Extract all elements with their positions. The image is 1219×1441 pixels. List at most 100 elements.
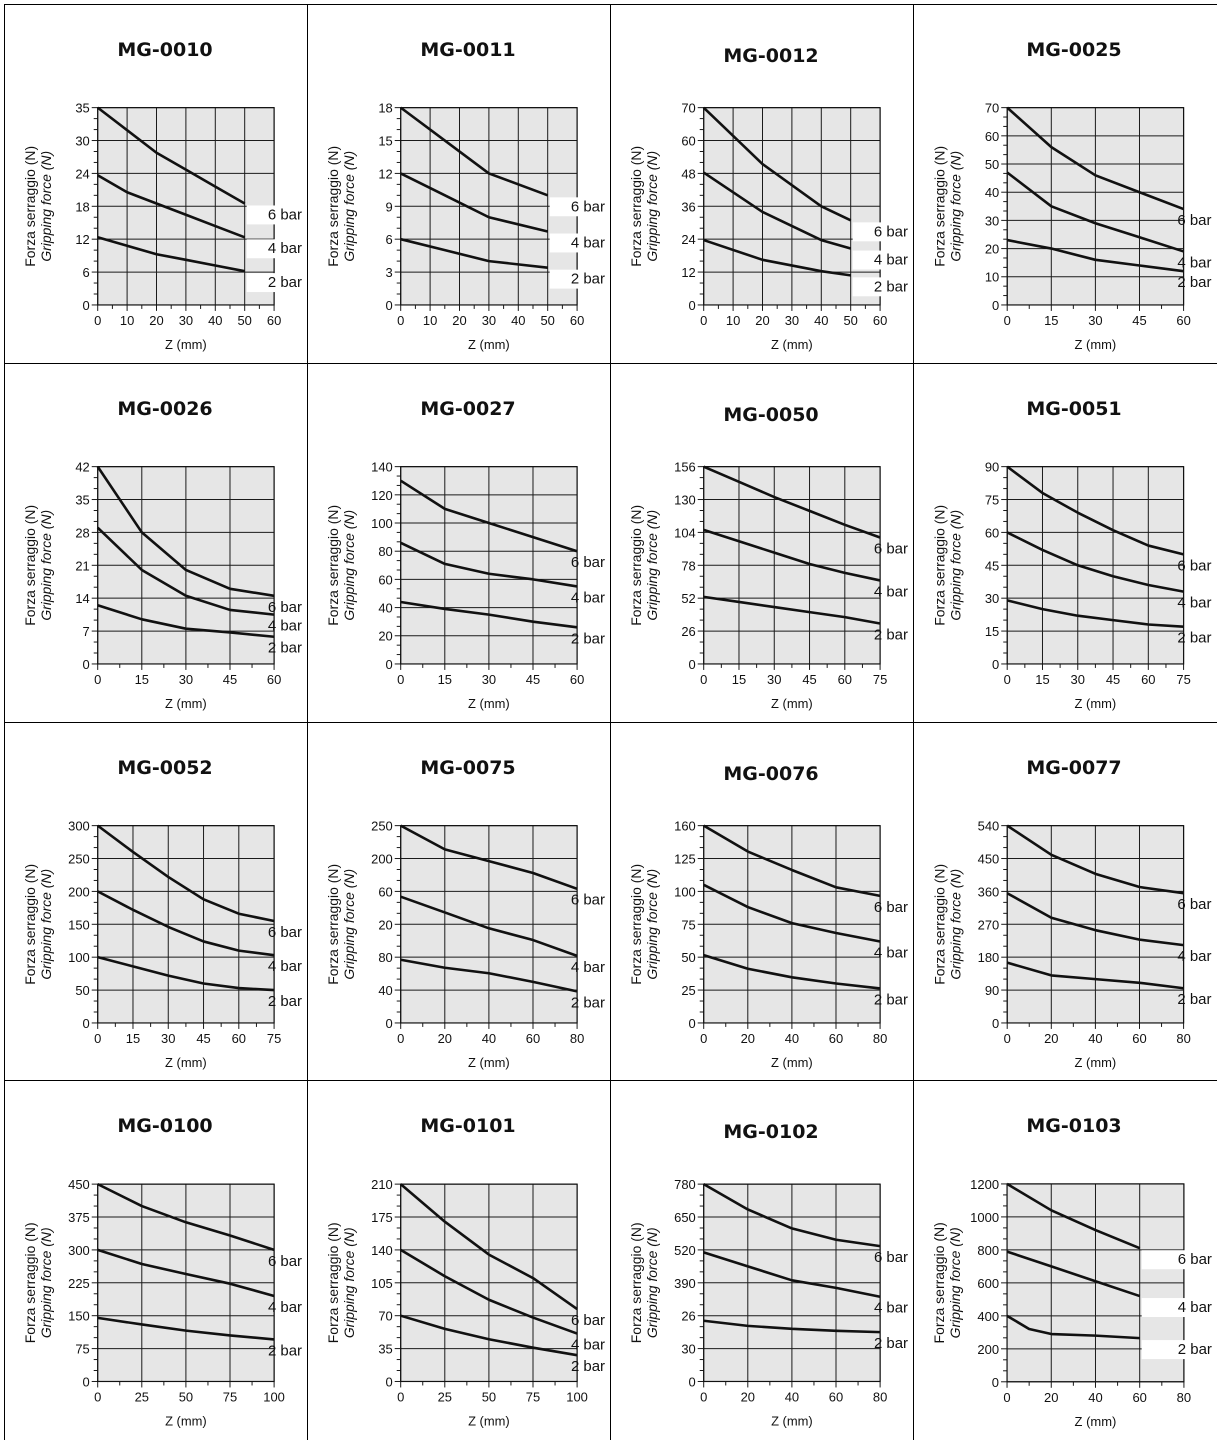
series-label: 4 bar — [268, 1299, 302, 1316]
x-axis-title: Z (mm) — [165, 337, 207, 352]
y-tick-label: 90 — [985, 983, 999, 998]
y-axis-title-english: Gripping force (N) — [947, 510, 963, 621]
series-label: 2 bar — [1177, 274, 1211, 291]
series-line-4-bar — [703, 528, 881, 582]
y-axis-title: Forza serraggio (N) — [22, 146, 38, 267]
series-line-2-bar — [400, 1314, 578, 1357]
y-axis-title-english: Gripping force (N) — [341, 1228, 357, 1339]
chart-cell: 0 10 20 30 40 50 60 0 3 6 9 12 15 18 6 bar 4 bar 2 bar Fo… — [308, 5, 611, 364]
series-label-bg — [549, 197, 596, 217]
x-tick-label: 80 — [1177, 1390, 1191, 1405]
y-tick-label: 26 — [681, 624, 695, 639]
x-tick-label: 20 — [1044, 1390, 1058, 1405]
series-line-6-bar — [702, 106, 852, 222]
chart-title: MG-0050 — [723, 403, 819, 426]
x-tick-label: 15 — [438, 672, 452, 687]
chart-svg: 0 10 20 30 40 50 60 0 12 24 36 48 60 70 6 bar 4 bar 2 ba… — [628, 101, 908, 352]
y-tick-label: 105 — [371, 1276, 393, 1291]
x-tick-label: 40 — [482, 1030, 496, 1045]
y-tick-label: 40 — [378, 600, 392, 615]
series-line-6-bar — [399, 1183, 578, 1311]
series-label-bg — [1185, 593, 1217, 613]
series-label-bg — [579, 588, 610, 608]
chart-cell: 0 20 40 60 80 0 25 50 75 100 125 160 6 bar 4 bar 2 bar… — [611, 722, 914, 1082]
charts-grid: 0 10 20 30 40 50 60 0 6 12 18 24 30 35 6 bar 4 bar 2 bar… — [4, 4, 1217, 1440]
series-label: 6 bar — [874, 1249, 908, 1266]
x-axis-title: Z (mm) — [468, 696, 510, 711]
y-tick-label: 0 — [386, 298, 393, 313]
series-label-bg — [579, 957, 610, 977]
x-tick-label: 30 — [1071, 672, 1085, 687]
y-tick-label: 650 — [674, 1210, 696, 1225]
y-tick-label: 60 — [378, 884, 392, 899]
x-tick-label: 10 — [120, 313, 134, 328]
x-tick-label: 75 — [526, 1390, 540, 1405]
series-label-bg — [1141, 1250, 1188, 1270]
y-tick-label: 0 — [689, 1375, 696, 1390]
x-tick-label: 25 — [438, 1390, 452, 1405]
x-tick-label: 60 — [838, 672, 852, 687]
x-tick-label: 45 — [196, 1030, 210, 1045]
chart-title: MG-0075 — [420, 756, 516, 779]
series-line-2-bar — [97, 1316, 275, 1341]
series-label-bg — [246, 205, 293, 225]
series-line-4-bar — [97, 889, 275, 956]
y-tick-label: 200 — [977, 1342, 999, 1357]
chart-cell: 0 10 20 30 40 50 60 0 12 24 36 48 60 70 6 bar 4 bar 2 ba… — [611, 5, 914, 364]
x-tick-label: 20 — [755, 313, 769, 328]
y-tick-label: 140 — [371, 1243, 393, 1258]
series-label: 6 bar — [874, 223, 908, 240]
series-line-4-bar — [1006, 171, 1184, 253]
series-label: 6 bar — [268, 1253, 302, 1270]
y-tick-label: 175 — [371, 1210, 393, 1225]
y-tick-label: 70 — [378, 1309, 392, 1324]
y-tick-label: 36 — [681, 199, 695, 214]
series-label-bg — [882, 539, 913, 559]
x-tick-label: 30 — [767, 672, 781, 687]
series-label-bg — [276, 638, 307, 658]
y-tick-label: 28 — [75, 525, 89, 540]
chart-cell: 0 15 30 45 60 0 20 40 60 80 100 120 140 6 bar 4 bar 2 b… — [308, 363, 611, 723]
series-label-bg — [579, 629, 610, 648]
y-tick-label: 100 — [674, 884, 696, 899]
y-axis-title-english: Gripping force (N) — [644, 1228, 660, 1339]
x-tick-label: 30 — [482, 672, 496, 687]
chart-svg: 0 20 40 60 80 0 30 26 390 520 650 780 6 bar 4 bar 2 ba… — [628, 1177, 913, 1429]
series-line-2-bar — [1006, 598, 1184, 628]
x-tick-label: 0 — [700, 1030, 707, 1045]
y-tick-label: 104 — [674, 525, 696, 540]
y-tick-label: 450 — [978, 851, 1000, 866]
y-tick-label: 75 — [985, 492, 999, 507]
series-label-bg — [852, 250, 899, 270]
x-axis-title: Z (mm) — [1075, 1414, 1117, 1429]
x-tick-label: 40 — [814, 313, 828, 328]
chart-svg: 0 10 20 30 40 50 60 0 3 6 9 12 15 18 6 bar 4 bar 2 bar Fo… — [325, 101, 605, 352]
y-tick-label: 6 — [83, 265, 90, 280]
chart-cell: 0 15 30 45 60 0 7 14 21 28 35 42 6 bar 4 bar 2 bar Forz… — [5, 363, 308, 723]
series-label: 4 bar — [268, 240, 302, 257]
series-line-6-bar — [703, 1183, 881, 1248]
series-label-bg — [882, 1334, 913, 1354]
x-tick-label: 0 — [94, 1030, 101, 1045]
y-tick-label: 78 — [681, 558, 695, 573]
series-label-bg — [276, 616, 307, 636]
series-label-bg — [276, 922, 307, 942]
series-label-bg — [1185, 211, 1217, 231]
y-tick-label: 270 — [978, 917, 1000, 932]
y-tick-label: 200 — [371, 851, 393, 866]
y-tick-label: 60 — [378, 572, 392, 587]
x-tick-label: 40 — [511, 313, 525, 328]
series-label: 6 bar — [268, 599, 302, 616]
y-tick-label: 15 — [378, 134, 392, 149]
x-tick-label: 0 — [1003, 1390, 1010, 1405]
series-label: 4 bar — [1178, 1299, 1212, 1316]
y-axis-title: Forza serraggio (N) — [325, 146, 341, 267]
y-tick-label: 12 — [681, 265, 695, 280]
y-tick-label: 0 — [83, 298, 90, 313]
series-label-bg — [882, 625, 913, 645]
x-axis-title: Z (mm) — [771, 1054, 813, 1069]
x-tick-label: 50 — [482, 1390, 496, 1405]
y-axis-title-english: Gripping force (N) — [38, 1228, 54, 1339]
y-tick-label: 0 — [992, 657, 999, 672]
x-tick-label: 20 — [741, 1390, 755, 1405]
